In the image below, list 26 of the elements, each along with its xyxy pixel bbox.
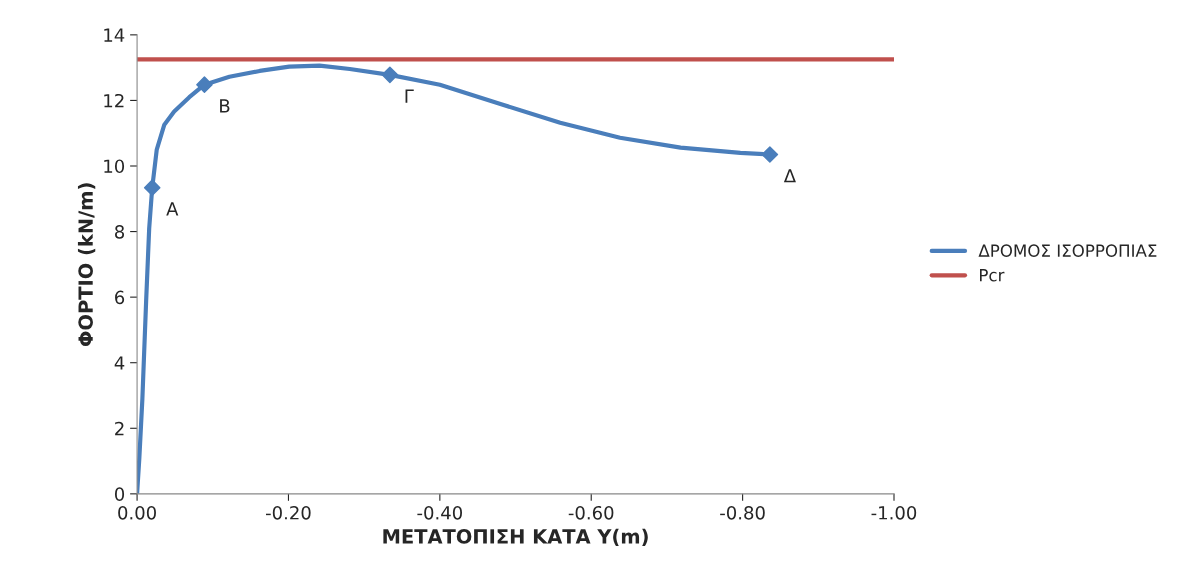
x-tick-label: -0.60 [568, 505, 614, 520]
y-tick-label: 6 [115, 290, 125, 305]
annotation: Α [166, 202, 179, 216]
y-tick-label: 2 [115, 421, 124, 436]
x-tick-label: -1.00 [871, 505, 917, 520]
annotation: Δ [783, 169, 796, 183]
point [761, 146, 779, 163]
point [196, 76, 213, 93]
y-tick-label: 8 [115, 225, 125, 239]
y-tick-label: 0 [114, 487, 125, 501]
x-tick-label: -0.40 [417, 505, 463, 520]
x-tick-label: -0.80 [720, 505, 765, 520]
point [381, 66, 399, 84]
y-tick-label: 14 [104, 28, 125, 42]
legend-label: Pcr [980, 269, 1005, 282]
x-axis-title: ΜΕΤΑΤΟΠΙΣΗ ΚΑΤΑ Y(m) [383, 528, 648, 547]
y-axis-title: ΦΟΡΤΙΟ (kN/m) [77, 183, 96, 347]
y-tick-label: 4 [114, 356, 125, 370]
legend-label: ΔΡΟΜΟΣ ΙΣΟΡΡΟΠΙΑΣ [978, 244, 1157, 257]
point [143, 179, 161, 196]
annotation: Β [220, 99, 230, 113]
y-tick-label: 10 [104, 159, 125, 174]
x-tick-label: 0.00 [118, 505, 156, 520]
x-tick-label: -0.20 [265, 505, 311, 520]
annotation: Γ [405, 89, 414, 103]
y-tick-label: 12 [104, 93, 124, 108]
